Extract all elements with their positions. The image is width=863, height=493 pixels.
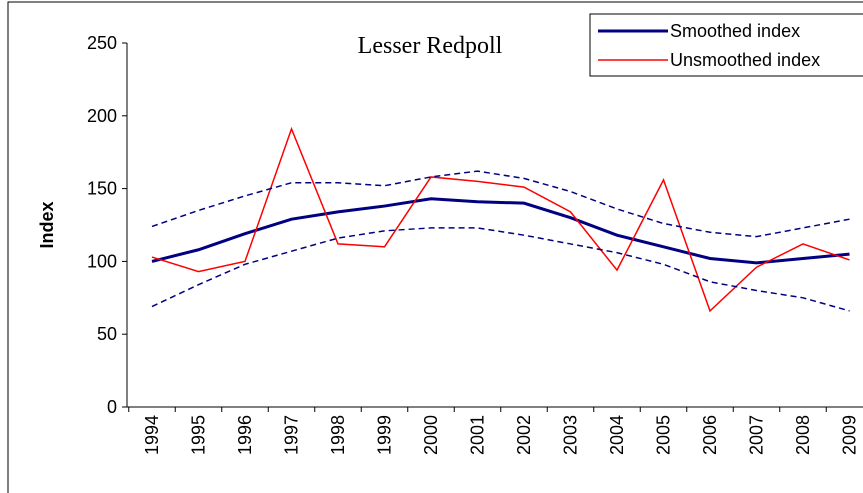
legend-label: Unsmoothed index xyxy=(670,50,820,70)
x-tick-label: 2001 xyxy=(468,415,488,455)
series-line xyxy=(151,197,850,265)
x-tick-label: 1997 xyxy=(282,415,302,455)
x-tick-label: 1994 xyxy=(142,415,162,455)
x-tick-label: 2000 xyxy=(421,415,441,455)
x-tick-label: 2003 xyxy=(561,415,581,455)
confidence-line xyxy=(151,170,850,238)
y-tick-label: 200 xyxy=(87,106,117,126)
y-tick-label: 50 xyxy=(97,324,117,344)
x-tick-label: 1999 xyxy=(375,415,395,455)
y-tick-label: 100 xyxy=(87,251,117,271)
chart-title: Lesser Redpoll xyxy=(358,33,503,59)
y-tick-label: 150 xyxy=(87,179,117,199)
y-tick-label: 250 xyxy=(87,33,117,53)
confidence-line xyxy=(151,227,850,312)
x-tick-label: 2004 xyxy=(607,415,627,455)
legend-box xyxy=(589,13,863,77)
chart-border xyxy=(7,1,863,493)
x-tick-label: 2002 xyxy=(514,415,534,455)
y-axis-label: Index xyxy=(37,201,57,248)
x-tick-label: 2006 xyxy=(700,415,720,455)
x-tick-label: 1995 xyxy=(189,415,209,455)
x-tick-label: 2009 xyxy=(840,415,860,455)
legend-label: Smoothed index xyxy=(670,21,800,41)
x-tick-label: 2005 xyxy=(654,415,674,455)
x-tick-label: 2007 xyxy=(747,415,767,455)
x-tick-label: 1998 xyxy=(328,415,348,455)
x-tick-label: 2008 xyxy=(793,415,813,455)
x-tick-label: 1996 xyxy=(235,415,255,455)
series-line xyxy=(151,126,850,313)
y-tick-label: 0 xyxy=(107,397,117,417)
